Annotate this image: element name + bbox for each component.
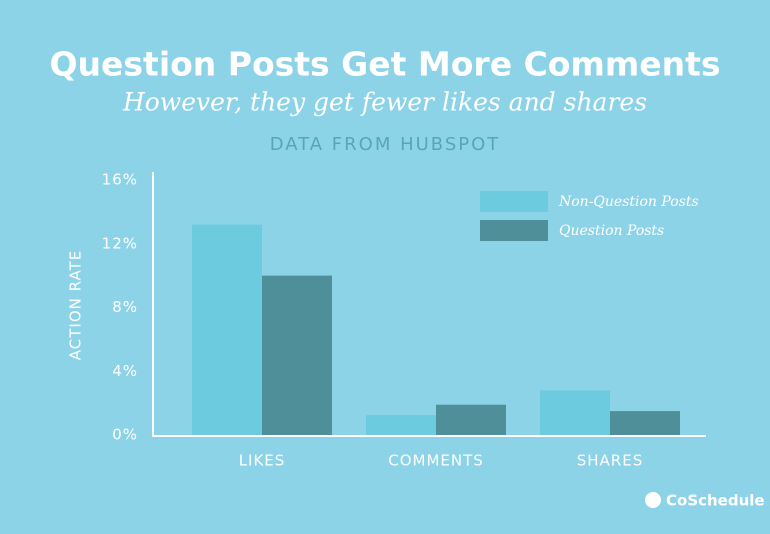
chart-subtitle: However, they get fewer likes and shares	[122, 88, 647, 117]
bar	[366, 415, 436, 435]
chart-title: Question Posts Get More Comments	[49, 45, 720, 84]
y-tick-label: 8%	[112, 298, 138, 316]
bar	[436, 404, 506, 435]
legend-swatch	[480, 191, 548, 212]
logo-icon	[645, 492, 661, 508]
y-axis-label: ACTION RATE	[67, 250, 85, 360]
source: DATA FROM HUBSPOT	[270, 134, 501, 155]
legend-swatch	[480, 220, 548, 241]
bar	[610, 411, 680, 435]
legend-label: Question Posts	[559, 223, 664, 239]
y-tick-label: 16%	[102, 171, 138, 189]
bar	[540, 390, 610, 435]
y-tick-label: 4%	[112, 362, 138, 380]
legend-label: Non-Question Posts	[558, 194, 699, 210]
x-tick-label: LIKES	[239, 452, 286, 470]
x-tick-label: SHARES	[577, 452, 643, 470]
x-tick-label: COMMENTS	[388, 452, 484, 470]
bar	[262, 275, 332, 435]
logo: CoSchedule	[666, 492, 765, 510]
y-tick-label: 12%	[102, 234, 138, 252]
bar	[192, 224, 262, 435]
y-tick-label: 0%	[112, 426, 138, 444]
